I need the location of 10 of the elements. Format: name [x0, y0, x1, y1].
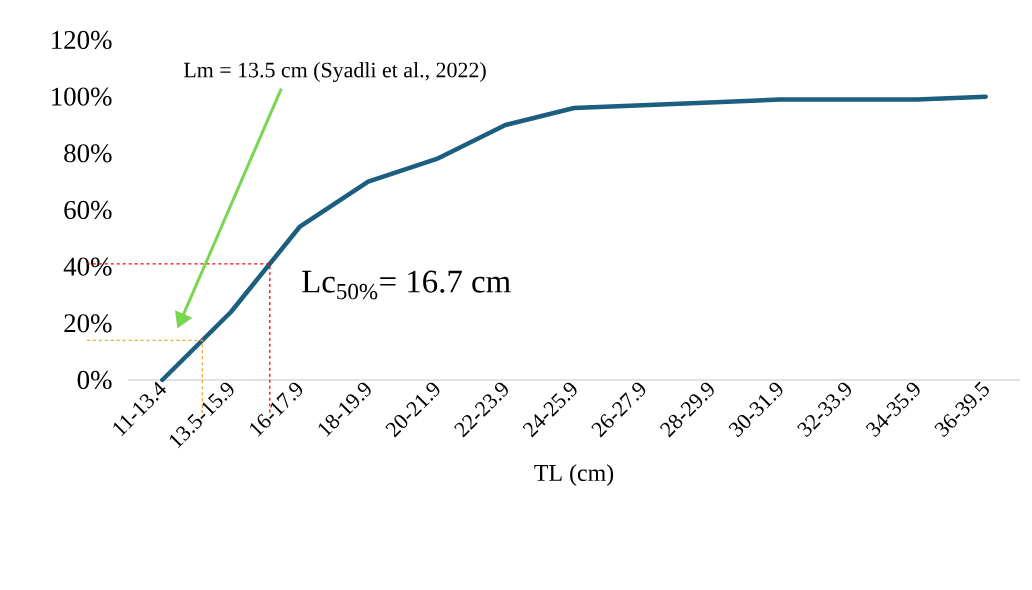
y-tick-label: 20% [64, 314, 112, 333]
y-tick-label: 100% [52, 87, 112, 106]
annotation: Lm = 13.5 cm (Syadli et al., 2022) [183, 62, 486, 82]
y-tick-label: 80% [64, 144, 112, 163]
y-tick-label: 40% [63, 257, 112, 276]
x-axis-title: TL (cm) [534, 464, 614, 486]
y-tick-label: 120% [52, 30, 112, 50]
y-tick-label: 0% [77, 370, 112, 390]
y-tick-label: 60% [64, 200, 112, 220]
annotation: Lc$_{50%}$= 16.7 cm [302, 270, 511, 300]
